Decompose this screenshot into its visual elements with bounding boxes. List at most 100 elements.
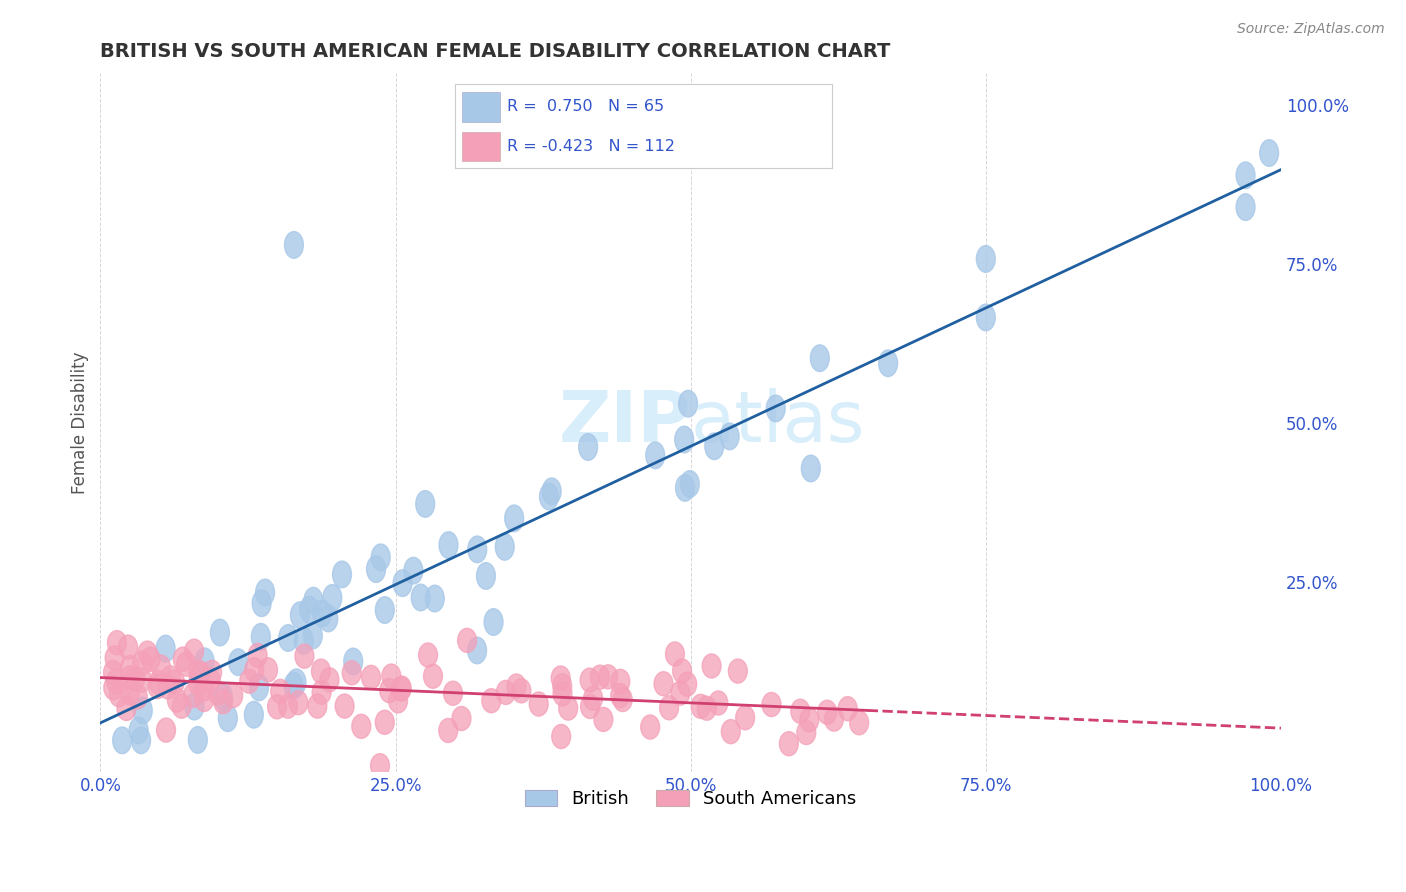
Ellipse shape [278, 694, 298, 718]
Ellipse shape [335, 694, 354, 718]
Text: ZIP: ZIP [558, 388, 690, 458]
Ellipse shape [849, 711, 869, 735]
Ellipse shape [218, 705, 238, 731]
Ellipse shape [132, 727, 150, 754]
Ellipse shape [271, 680, 290, 704]
Ellipse shape [681, 471, 699, 498]
Ellipse shape [697, 696, 716, 720]
Ellipse shape [256, 579, 274, 606]
Ellipse shape [132, 651, 152, 675]
Ellipse shape [382, 664, 401, 688]
Ellipse shape [319, 605, 337, 632]
Ellipse shape [457, 628, 477, 652]
Ellipse shape [148, 674, 167, 698]
Ellipse shape [149, 670, 169, 694]
Ellipse shape [299, 596, 319, 623]
Ellipse shape [352, 714, 371, 739]
Ellipse shape [304, 588, 323, 614]
Ellipse shape [512, 679, 531, 703]
Ellipse shape [117, 697, 136, 721]
Ellipse shape [132, 668, 152, 692]
Ellipse shape [214, 683, 232, 710]
Ellipse shape [593, 707, 613, 731]
Ellipse shape [312, 659, 330, 683]
Ellipse shape [672, 659, 692, 683]
Ellipse shape [110, 682, 128, 706]
Ellipse shape [208, 681, 226, 705]
Ellipse shape [107, 669, 125, 693]
Ellipse shape [240, 669, 259, 693]
Ellipse shape [599, 665, 617, 689]
Ellipse shape [508, 674, 526, 698]
Ellipse shape [581, 668, 599, 692]
Ellipse shape [333, 561, 352, 588]
Ellipse shape [188, 660, 208, 684]
Ellipse shape [692, 694, 710, 718]
Ellipse shape [824, 707, 844, 731]
Ellipse shape [551, 724, 571, 748]
Ellipse shape [423, 665, 443, 689]
Ellipse shape [610, 669, 630, 693]
Ellipse shape [211, 619, 229, 646]
Ellipse shape [312, 600, 332, 627]
Ellipse shape [129, 717, 148, 744]
Ellipse shape [581, 694, 599, 719]
Text: Source: ZipAtlas.com: Source: ZipAtlas.com [1237, 22, 1385, 37]
Ellipse shape [245, 657, 264, 681]
Ellipse shape [451, 706, 471, 731]
Ellipse shape [342, 661, 361, 685]
Ellipse shape [252, 624, 270, 650]
Ellipse shape [702, 654, 721, 678]
Ellipse shape [976, 304, 995, 331]
Ellipse shape [704, 433, 724, 459]
Ellipse shape [250, 674, 269, 701]
Ellipse shape [371, 754, 389, 778]
Ellipse shape [551, 666, 571, 690]
Ellipse shape [125, 666, 145, 690]
Ellipse shape [284, 673, 304, 699]
Ellipse shape [801, 455, 820, 482]
Ellipse shape [543, 478, 561, 505]
Ellipse shape [138, 641, 157, 665]
Ellipse shape [675, 475, 695, 501]
Ellipse shape [105, 646, 124, 670]
Ellipse shape [188, 671, 208, 696]
Ellipse shape [288, 690, 308, 714]
Ellipse shape [186, 693, 204, 720]
Ellipse shape [371, 544, 389, 571]
Ellipse shape [678, 672, 696, 696]
Ellipse shape [709, 691, 728, 715]
Ellipse shape [810, 345, 830, 372]
Ellipse shape [284, 232, 304, 259]
Ellipse shape [172, 694, 191, 718]
Ellipse shape [291, 602, 309, 629]
Ellipse shape [762, 692, 780, 716]
Ellipse shape [654, 672, 673, 696]
Ellipse shape [583, 686, 603, 710]
Ellipse shape [321, 668, 339, 692]
Ellipse shape [159, 675, 177, 699]
Ellipse shape [287, 669, 307, 696]
Ellipse shape [361, 665, 381, 690]
Ellipse shape [553, 673, 572, 698]
Ellipse shape [112, 727, 132, 754]
Ellipse shape [404, 558, 423, 584]
Ellipse shape [613, 688, 633, 712]
Ellipse shape [728, 659, 748, 683]
Ellipse shape [194, 677, 212, 701]
Ellipse shape [104, 675, 122, 700]
Ellipse shape [295, 644, 314, 668]
Ellipse shape [118, 635, 138, 659]
Ellipse shape [665, 642, 685, 666]
Text: atlas: atlas [690, 388, 865, 458]
Ellipse shape [388, 689, 408, 713]
Ellipse shape [419, 643, 437, 667]
Ellipse shape [1236, 162, 1256, 188]
Ellipse shape [766, 395, 785, 422]
Ellipse shape [201, 669, 221, 693]
Ellipse shape [245, 701, 263, 728]
Ellipse shape [721, 720, 740, 744]
Legend: British, South Americans: British, South Americans [517, 783, 863, 815]
Ellipse shape [134, 698, 152, 723]
Y-axis label: Female Disability: Female Disability [72, 351, 89, 494]
